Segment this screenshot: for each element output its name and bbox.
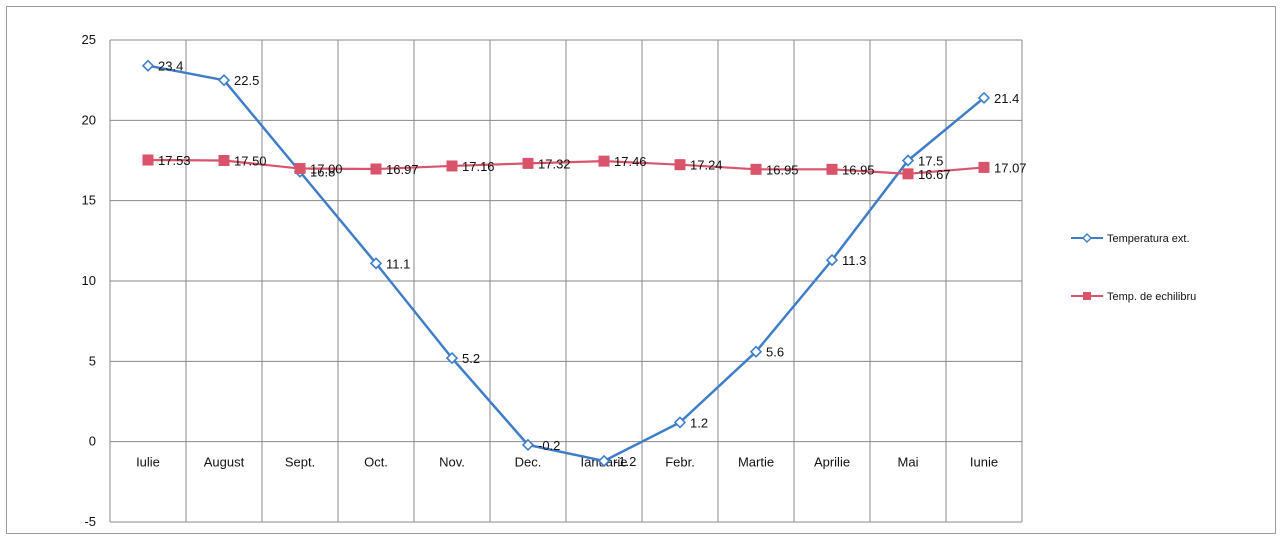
x-tick-label: Aprilie [814, 455, 850, 470]
y-tick-label: 20 [82, 112, 96, 127]
data-label: 16.95 [842, 162, 875, 177]
x-tick-label: Iulie [136, 455, 160, 470]
legend: Temperatura ext. Temp. de echilibru [1071, 233, 1196, 303]
x-tick-label: August [204, 455, 245, 470]
data-point [294, 163, 306, 175]
data-label: 17.46 [614, 154, 647, 169]
data-label: 16.97 [386, 162, 419, 177]
data-label: -1.2 [614, 454, 636, 469]
data-point [978, 161, 990, 173]
data-label: 11.3 [842, 253, 866, 268]
data-point [902, 168, 914, 180]
y-tick-label: 25 [82, 32, 96, 47]
data-point [597, 454, 611, 468]
grid [109, 39, 1023, 523]
x-tick-label: Mai [898, 455, 919, 470]
data-label: 21.4 [994, 91, 1019, 106]
data-label: 1.2 [690, 415, 708, 430]
data-label: 23.4 [158, 59, 183, 74]
data-point [217, 74, 231, 87]
y-tick-label: 5 [89, 353, 96, 368]
x-tick-label: Nov. [439, 455, 465, 470]
data-point [674, 159, 686, 171]
series-line [147, 158, 985, 175]
data-point [825, 253, 839, 267]
data-label: 11.1 [386, 256, 410, 271]
data-point [446, 160, 458, 172]
data-label: 16.67 [918, 167, 951, 182]
chart-frame [6, 6, 1276, 534]
x-tick-label: Martie [738, 455, 774, 470]
legend-marker [1083, 292, 1091, 300]
data-label: 17.07 [994, 160, 1027, 175]
y-tick-label: 0 [89, 434, 96, 449]
data-point [521, 438, 535, 452]
data-point [826, 163, 838, 175]
data-point [673, 416, 687, 429]
data-point [369, 257, 383, 270]
legend-label: Temp. de echilibru [1107, 291, 1196, 303]
x-axis-ticks: IulieAugustSept.Oct.Nov.Dec.IanuarieFebr… [136, 455, 998, 470]
y-tick-label: -5 [84, 514, 96, 529]
data-point [598, 155, 610, 167]
data-label: 17.00 [310, 162, 343, 177]
data-label: 5.6 [766, 345, 784, 360]
data-point [977, 91, 991, 104]
series-group: 23.422.516.811.15.2-0.2-1.21.25.611.317.… [141, 59, 1027, 469]
x-tick-label: Dec. [515, 455, 542, 470]
legend-item: Temp. de echilibru [1071, 291, 1196, 303]
series-2: 17.53 17.50 17.00 16.97 17.16 17.32 17.46 17.24… [142, 153, 1027, 182]
x-tick-label: Oct. [364, 455, 388, 470]
data-label: 17.32 [538, 156, 571, 171]
data-point [522, 157, 534, 169]
data-point [750, 163, 762, 175]
series-line [147, 64, 985, 463]
data-point [749, 345, 763, 358]
x-tick-label: Iunie [970, 455, 998, 470]
data-label: 17.50 [234, 154, 267, 169]
data-point [445, 351, 459, 365]
y-axis-ticks: 25 20 15 10 5 0 -5 [82, 32, 96, 529]
data-point [141, 59, 155, 72]
data-label: -0.2 [538, 438, 560, 453]
data-label: 17.16 [462, 159, 495, 174]
data-point [901, 154, 915, 167]
data-label: 17.53 [158, 153, 191, 168]
y-tick-label: 10 [82, 273, 96, 288]
x-tick-label: Sept. [285, 455, 315, 470]
data-label: 16.95 [766, 162, 799, 177]
data-point [142, 154, 154, 166]
data-label: 17.5 [918, 154, 943, 169]
data-label: 22.5 [234, 73, 259, 88]
data-label: 5.2 [462, 351, 480, 366]
y-tick-label: 15 [82, 193, 96, 208]
legend-item: Temperatura ext. [1071, 233, 1190, 245]
data-point [370, 163, 382, 175]
data-point [218, 155, 230, 166]
legend-marker [1082, 233, 1092, 243]
x-tick-label: Febr. [665, 455, 695, 470]
data-label: 17.24 [690, 158, 723, 173]
legend-label: Temperatura ext. [1107, 233, 1190, 245]
